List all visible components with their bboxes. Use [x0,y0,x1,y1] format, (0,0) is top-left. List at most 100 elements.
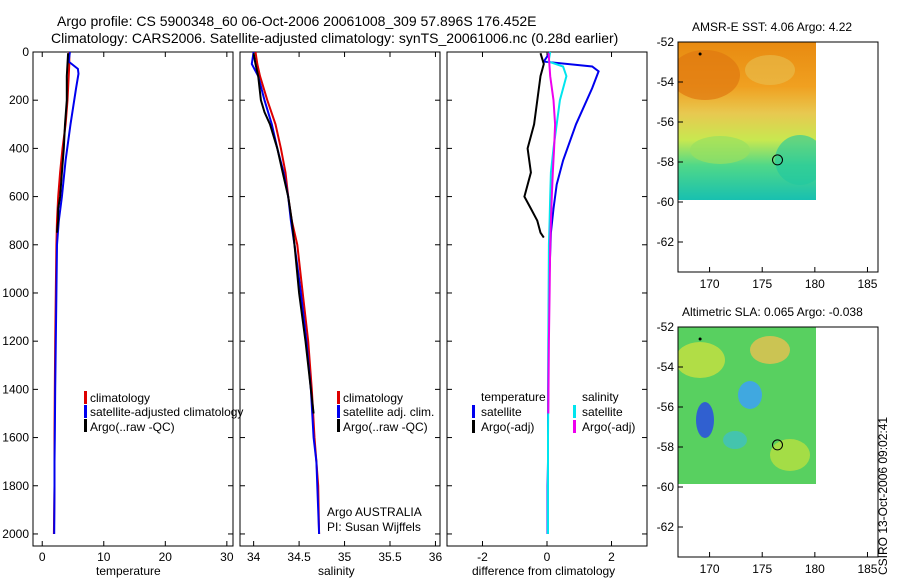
difference-series [523,51,600,534]
profile-location-marker [771,154,783,166]
difference-x-axis: -2 0 2 [477,52,615,564]
sla-map-frame [677,326,879,558]
sst-map-markers [698,52,783,166]
figure-title-line1: Argo profile: CS 5900348_60 06-Oct-2006 … [57,13,537,29]
legend-label-climatology: climatology [343,391,403,405]
depth-tick-label: 600 [9,190,29,204]
salinity-legend: climatology satellite adj. clim. Argo(..… [337,391,434,434]
sst-warm-patch [678,50,740,100]
x-tick-label: 34.5 [287,550,311,564]
sla-low-3 [723,431,747,449]
lat-tick-label: -56 [657,115,675,129]
legend-label-climatology: climatology [90,391,150,405]
lon-tick-label: 180 [805,277,825,291]
legend-heading-salinity: salinity [582,390,619,404]
lat-tick-label: -58 [657,155,675,169]
sst-map-title: AMSR-E SST: 4.06 Argo: 4.22 [692,20,852,34]
legend-swatch-sal-argo [573,420,576,433]
lat-tick-label: -56 [657,400,675,414]
lat-tick-label: -58 [657,440,675,454]
legend-swatch-temp-satellite [472,405,475,418]
depth-tick-label: 800 [9,238,29,252]
legend-label-argo: Argo(..raw -QC) [343,420,428,434]
argo-program-label: Argo AUSTRALIA [327,505,422,519]
depth-tick-label: 1400 [2,382,29,396]
series-line-climatology [254,51,321,535]
series-line-argo-raw-qc- [56,53,70,233]
difference-legend: temperature satellite Argo(-adj) salinit… [472,390,635,434]
reference-dot-marker [698,52,702,56]
salinity-xlabel: salinity [318,564,355,578]
profile-location-marker [771,439,783,451]
series-line-temperature-argo-adj- [523,52,545,239]
temperature-xlabel: temperature [96,564,161,578]
legend-swatch-temp-argo [472,420,475,433]
x-tick-label: 20 [159,550,173,564]
series-line-argo-raw-qc- [252,53,315,414]
legend-swatch-argo [84,419,87,432]
sst-map-frame [677,41,879,273]
lat-tick-label: -60 [657,480,675,494]
series-line-temperature-satellite [542,51,600,534]
salinity-panel [239,51,441,547]
sst-heatmap [678,42,816,200]
x-tick-label: -2 [477,550,488,564]
series-line-satellite-adj-clim- [250,51,321,535]
legend-swatch-satellite [84,405,87,418]
x-tick-label: 0 [39,550,46,564]
depth-tick-label: 200 [9,93,29,107]
lon-tick-label: 170 [700,277,720,291]
legend-heading-temperature: temperature [481,390,546,404]
lat-tick-label: -60 [657,195,675,209]
lat-tick-label: -62 [657,520,675,534]
difference-xlabel: difference from climatology [472,564,615,578]
temperature-x-axis: 0 10 20 30 [39,52,234,564]
sla-map-title: Altimetric SLA: 0.065 Argo: -0.038 [682,305,863,319]
depth-tick-label: 1800 [2,479,29,493]
depth-tick-label: 1000 [2,286,29,300]
lon-tick-label: 180 [805,562,825,576]
legend-swatch-argo [337,419,340,432]
series-line-salinity-satellite [547,51,568,534]
x-tick-label: 35.5 [378,550,402,564]
sla-high-2 [750,336,790,364]
legend-swatch-climatology [84,391,87,404]
legend-label-sal-argo: Argo(-adj) [582,420,635,434]
lon-tick-label: 170 [700,562,720,576]
x-tick-label: 0 [544,550,551,564]
legend-swatch-sal-satellite [573,405,576,418]
depth-tick-label: 400 [9,141,29,155]
sla-map-markers [698,337,783,451]
temperature-series [52,51,80,535]
lon-tick-label: 175 [752,562,772,576]
x-tick-label: 35 [338,550,352,564]
lat-tick-label: -54 [657,360,675,374]
lon-tick-label: 185 [857,562,877,576]
legend-swatch-satellite [337,405,340,418]
lat-tick-label: -52 [657,320,675,334]
sst-green-patch [690,136,750,164]
sla-low-2 [696,402,714,438]
lat-tick-label: -54 [657,75,675,89]
lat-tick-label: -52 [657,35,675,49]
figure-title-line2: Climatology: CARS2006. Satellite-adjuste… [51,30,618,46]
x-tick-label: 2 [608,550,615,564]
depth-axis: 0 200 400 600 800 1000 1200 1400 1600 1800 2000 [2,45,647,541]
depth-tick-label: 0 [22,45,29,59]
depth-tick-label: 1200 [2,334,29,348]
legend-label-sal-satellite: satellite [582,405,623,419]
legend-swatch-climatology [337,391,340,404]
sla-high-3 [770,439,810,471]
temperature-panel [32,51,234,547]
sst-teal-patch [775,135,816,185]
sla-map-axes: 170 175 180 185 -52 -54 -56 -58 -60 -62 [657,320,878,576]
lon-tick-label: 175 [752,277,772,291]
x-tick-label: 34 [247,550,261,564]
sla-heatmap [678,327,816,484]
x-tick-label: 10 [97,550,111,564]
x-tick-label: 30 [220,550,234,564]
salinity-series [250,51,321,535]
legend-label-argo: Argo(..raw -QC) [90,420,175,434]
x-tick-label: 36 [429,550,443,564]
